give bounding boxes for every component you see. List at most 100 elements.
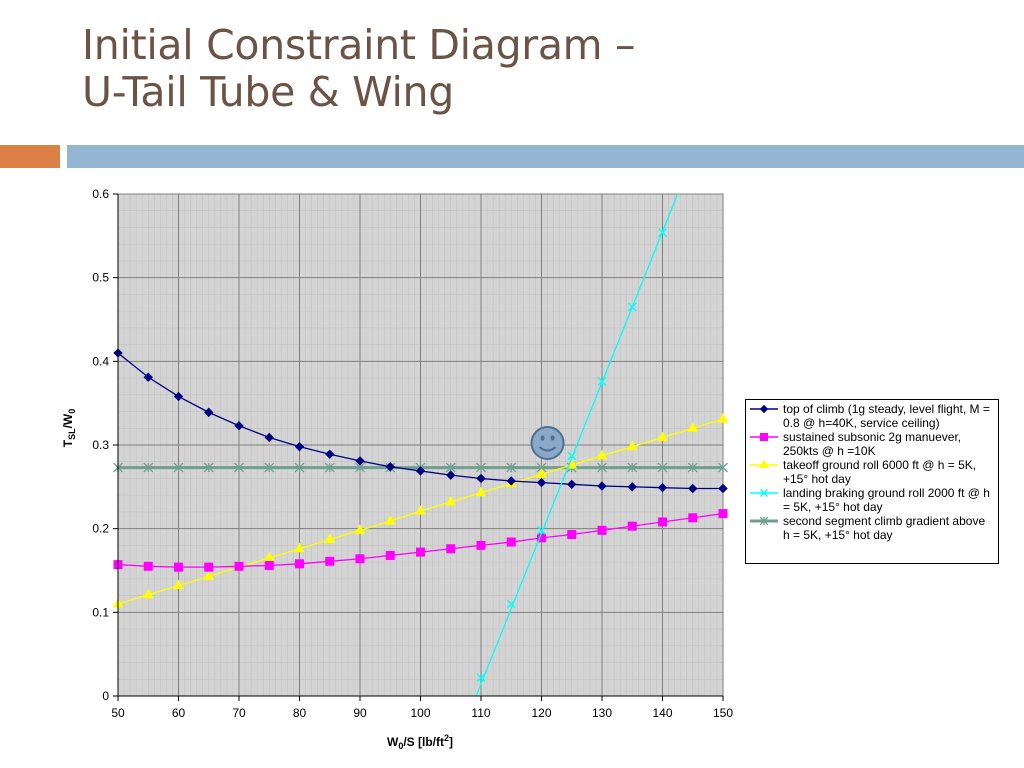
smiley-mouth — [538, 446, 557, 452]
x-axis-title: W0/S [lb/ft2] — [387, 733, 453, 751]
data-point — [536, 468, 547, 478]
data-point — [446, 470, 456, 480]
data-point — [234, 561, 244, 571]
data-point — [476, 673, 486, 683]
legend-label: landing braking ground roll 2000 ft @ h … — [783, 486, 990, 514]
data-point — [476, 462, 486, 473]
data-point — [536, 477, 547, 488]
series-top-of-climb — [113, 348, 728, 494]
data-point — [567, 479, 577, 490]
legend-item-second-segment-climb: second segment climb gradient above h = … — [749, 514, 994, 542]
accent-bar-blue — [67, 145, 1024, 168]
data-point — [355, 554, 365, 564]
data-point — [325, 556, 335, 566]
data-point — [294, 542, 305, 553]
data-point — [537, 525, 546, 535]
data-point — [295, 559, 304, 569]
x-tick-label: 50 — [111, 706, 125, 720]
legend-swatch-marker — [760, 489, 768, 497]
legend-swatch — [750, 433, 778, 441]
data-point — [718, 462, 728, 473]
data-point — [567, 451, 577, 461]
smiley-face — [530, 426, 565, 460]
y-axis-title: TSL/W0 — [61, 409, 77, 448]
data-point — [596, 449, 608, 460]
data-point — [627, 521, 637, 531]
data-point — [657, 431, 668, 441]
data-point — [264, 462, 275, 473]
slide-title: Initial Constraint Diagram – U-Tail Tube… — [82, 21, 636, 116]
data-point — [384, 515, 396, 525]
data-point — [173, 579, 184, 590]
chart-legend: top of climb (1g steady, level flight, M… — [745, 399, 999, 564]
legend-swatch-marker — [759, 459, 769, 468]
x-tick-label: 150 — [713, 706, 733, 720]
data-point — [143, 462, 154, 473]
data-point — [294, 441, 305, 452]
data-point — [688, 483, 698, 494]
x-tick-label: 140 — [652, 706, 672, 720]
x-tick-label: 120 — [531, 706, 551, 720]
data-point — [446, 544, 456, 554]
data-point — [718, 509, 728, 519]
data-point — [143, 561, 153, 571]
data-point — [263, 551, 275, 562]
x-tick-label: 100 — [410, 706, 430, 720]
data-point — [354, 524, 366, 534]
data-point — [325, 449, 335, 459]
plot-area — [117, 193, 724, 697]
data-point — [264, 432, 274, 443]
data-point — [506, 537, 516, 547]
data-point — [627, 482, 637, 492]
slide-title-line-2: U-Tail Tube & Wing — [82, 68, 454, 116]
accent-bar-orange — [0, 145, 60, 168]
data-point — [234, 421, 244, 431]
legend-swatch-marker — [760, 433, 768, 441]
series-line — [475, 193, 679, 697]
data-point — [324, 462, 335, 473]
data-point — [385, 462, 395, 472]
data-point — [627, 462, 638, 473]
legend-item-sustained-2g-manuever: sustained subsonic 2g manuever, 250kts @… — [749, 430, 994, 458]
data-point — [658, 517, 667, 527]
data-point — [597, 525, 607, 535]
data-point — [173, 391, 184, 402]
data-point — [688, 513, 698, 523]
data-point — [658, 227, 667, 237]
data-point — [476, 540, 486, 550]
data-point — [687, 462, 698, 473]
data-point — [203, 462, 214, 473]
x-tick-label: 60 — [172, 706, 186, 720]
data-point — [385, 550, 395, 560]
data-point — [597, 376, 607, 386]
legend-swatch — [750, 516, 778, 526]
legend-swatch-marker — [759, 404, 769, 414]
data-point — [355, 456, 365, 466]
legend-swatch — [750, 489, 778, 497]
legend-label: sustained subsonic 2g manuever, 250kts @… — [783, 430, 962, 458]
data-point — [475, 486, 487, 497]
legend-label: second segment climb gradient above h = … — [783, 514, 986, 542]
series-landing-ground-roll — [475, 193, 679, 697]
y-tick-label: 0.2 — [92, 522, 109, 536]
data-point — [174, 562, 183, 572]
data-point — [627, 302, 637, 312]
data-point — [626, 440, 638, 451]
legend-swatch — [750, 404, 778, 414]
y-tick-label: 0.6 — [92, 187, 109, 201]
slide-title-line-1: Initial Constraint Diagram – — [82, 21, 636, 69]
x-tick-label: 70 — [232, 706, 246, 720]
data-point — [597, 462, 607, 473]
data-point — [203, 570, 215, 580]
x-tick-label: 90 — [353, 706, 367, 720]
data-point — [173, 462, 184, 473]
legend-label: top of climb (1g steady, level flight, M… — [783, 402, 990, 430]
y-tick-label: 0.3 — [92, 438, 109, 452]
data-point — [234, 462, 244, 473]
data-point — [324, 533, 336, 544]
y-tick-label: 0 — [102, 689, 109, 703]
data-point — [204, 562, 214, 572]
data-point — [416, 547, 425, 557]
smiley-eye — [540, 435, 545, 441]
